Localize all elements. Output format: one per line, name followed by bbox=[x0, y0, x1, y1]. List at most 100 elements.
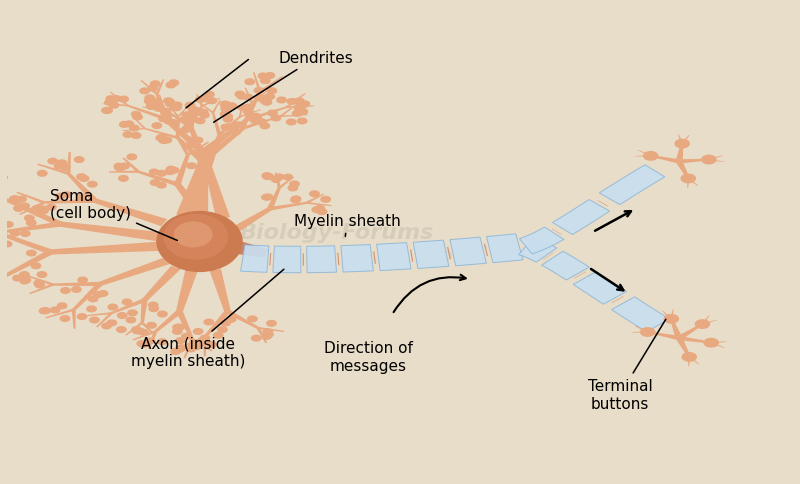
Polygon shape bbox=[269, 202, 307, 211]
Polygon shape bbox=[227, 208, 272, 235]
Circle shape bbox=[234, 123, 243, 128]
Circle shape bbox=[14, 206, 23, 212]
Polygon shape bbox=[200, 128, 246, 163]
Circle shape bbox=[195, 119, 205, 124]
Polygon shape bbox=[306, 194, 324, 204]
Circle shape bbox=[26, 221, 36, 226]
Circle shape bbox=[0, 175, 7, 181]
Polygon shape bbox=[278, 177, 294, 189]
Circle shape bbox=[682, 175, 695, 183]
Circle shape bbox=[157, 171, 166, 177]
Circle shape bbox=[10, 197, 20, 202]
Circle shape bbox=[182, 334, 191, 339]
Circle shape bbox=[149, 302, 158, 308]
Polygon shape bbox=[662, 311, 672, 319]
Circle shape bbox=[195, 97, 205, 103]
Circle shape bbox=[150, 82, 160, 88]
Polygon shape bbox=[676, 338, 690, 357]
Circle shape bbox=[106, 97, 115, 102]
Polygon shape bbox=[257, 328, 267, 343]
Circle shape bbox=[267, 89, 277, 94]
Circle shape bbox=[22, 277, 30, 283]
Text: Myelin sheath: Myelin sheath bbox=[294, 213, 401, 237]
Circle shape bbox=[147, 323, 156, 329]
Circle shape bbox=[277, 98, 286, 104]
Polygon shape bbox=[0, 229, 53, 255]
Circle shape bbox=[321, 197, 330, 203]
Polygon shape bbox=[258, 76, 283, 93]
Polygon shape bbox=[141, 300, 147, 323]
Circle shape bbox=[78, 314, 86, 320]
Circle shape bbox=[221, 320, 230, 326]
Circle shape bbox=[117, 165, 126, 171]
Circle shape bbox=[177, 345, 186, 351]
Circle shape bbox=[202, 96, 211, 102]
Circle shape bbox=[244, 105, 254, 110]
Polygon shape bbox=[144, 129, 178, 139]
Circle shape bbox=[119, 122, 129, 128]
Circle shape bbox=[310, 192, 319, 197]
Circle shape bbox=[315, 206, 325, 212]
Polygon shape bbox=[306, 202, 331, 207]
Circle shape bbox=[102, 323, 111, 329]
Circle shape bbox=[166, 167, 176, 173]
Polygon shape bbox=[306, 246, 337, 273]
Polygon shape bbox=[66, 174, 98, 202]
Polygon shape bbox=[635, 326, 649, 333]
Circle shape bbox=[118, 313, 127, 318]
Circle shape bbox=[38, 171, 47, 177]
Polygon shape bbox=[0, 251, 54, 281]
Circle shape bbox=[165, 100, 174, 106]
Polygon shape bbox=[239, 110, 261, 118]
Text: Biology-Forums: Biology-Forums bbox=[240, 223, 434, 242]
Circle shape bbox=[262, 173, 271, 179]
Polygon shape bbox=[72, 283, 103, 311]
Polygon shape bbox=[156, 80, 164, 95]
Circle shape bbox=[300, 102, 310, 107]
Circle shape bbox=[181, 128, 190, 133]
Circle shape bbox=[169, 81, 178, 87]
Circle shape bbox=[182, 113, 191, 119]
Circle shape bbox=[248, 317, 257, 322]
Circle shape bbox=[175, 347, 184, 352]
Circle shape bbox=[222, 106, 230, 112]
Circle shape bbox=[664, 315, 678, 323]
Circle shape bbox=[287, 99, 297, 105]
Circle shape bbox=[184, 124, 194, 130]
Circle shape bbox=[144, 99, 154, 105]
Polygon shape bbox=[302, 254, 304, 266]
Circle shape bbox=[251, 335, 261, 341]
Circle shape bbox=[74, 157, 84, 163]
Circle shape bbox=[105, 100, 114, 106]
Circle shape bbox=[257, 120, 266, 125]
Circle shape bbox=[58, 303, 67, 309]
Polygon shape bbox=[44, 199, 95, 204]
Circle shape bbox=[298, 109, 307, 115]
Polygon shape bbox=[241, 245, 269, 272]
Circle shape bbox=[675, 140, 690, 149]
Polygon shape bbox=[253, 73, 261, 93]
Circle shape bbox=[226, 104, 236, 109]
Circle shape bbox=[159, 138, 169, 144]
Circle shape bbox=[252, 118, 262, 124]
Polygon shape bbox=[280, 115, 308, 118]
Circle shape bbox=[118, 176, 128, 182]
Circle shape bbox=[220, 112, 230, 118]
Circle shape bbox=[245, 80, 254, 85]
Circle shape bbox=[17, 197, 26, 202]
Circle shape bbox=[173, 325, 182, 331]
Polygon shape bbox=[87, 313, 112, 317]
Circle shape bbox=[34, 281, 43, 286]
Circle shape bbox=[263, 175, 273, 180]
Polygon shape bbox=[138, 171, 179, 187]
Circle shape bbox=[13, 198, 22, 204]
Circle shape bbox=[294, 99, 304, 105]
Circle shape bbox=[114, 164, 124, 169]
Circle shape bbox=[164, 119, 174, 125]
Circle shape bbox=[38, 272, 46, 278]
Polygon shape bbox=[98, 257, 171, 286]
Polygon shape bbox=[573, 272, 626, 304]
Polygon shape bbox=[188, 126, 208, 162]
Polygon shape bbox=[542, 252, 590, 280]
Circle shape bbox=[150, 170, 159, 176]
